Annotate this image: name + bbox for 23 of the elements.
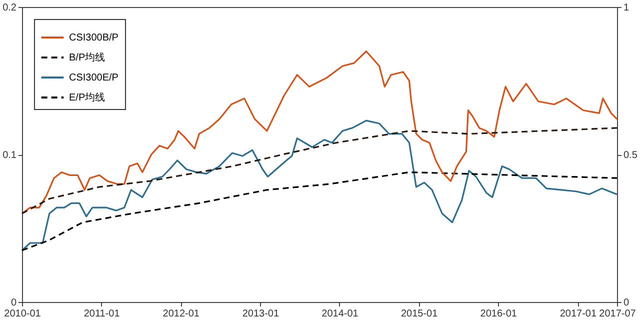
x-tick-label: 2016-01 <box>480 308 518 320</box>
legend-label: CSI300B/P <box>69 32 119 44</box>
y2-tick-label: 1 <box>624 2 630 14</box>
x-tick-label: 2017-07 <box>599 308 636 320</box>
legend-label: B/P均线 <box>69 52 106 64</box>
x-tick-label: 2017-01 <box>560 308 597 320</box>
line-series <box>21 171 618 252</box>
y2-tick-label: 0 <box>624 298 630 308</box>
y2-tick-label: 0.5 <box>624 150 638 161</box>
x-tick-label: 2012-01 <box>162 308 200 320</box>
y-tick-label: 0.2 <box>2 2 17 14</box>
line-series <box>21 127 618 214</box>
x-tick-label: 2013-01 <box>242 308 280 320</box>
line-series <box>21 120 618 252</box>
legend-label: E/P均线 <box>69 92 106 104</box>
legend-label: CSI300E/P <box>69 72 119 84</box>
y-tick-label: 0.1 <box>2 150 17 161</box>
x-tick-label: 2011-01 <box>84 308 120 320</box>
x-tick-label: 2015-01 <box>400 308 438 320</box>
y-tick-label: 0 <box>10 298 17 308</box>
line-series <box>21 50 618 214</box>
x-tick-label: 2010-01 <box>4 308 42 320</box>
x-tick-label: 2014-01 <box>322 308 359 320</box>
